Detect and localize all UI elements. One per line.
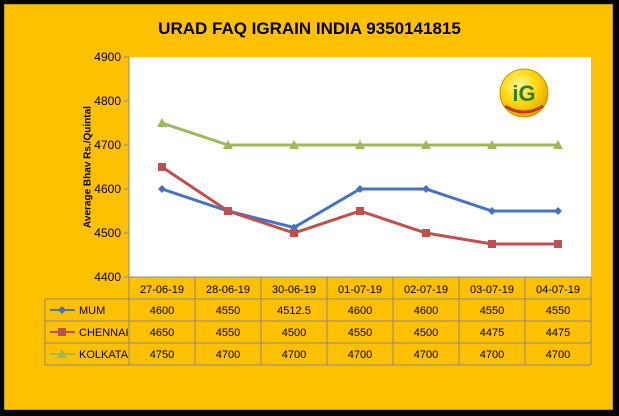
y-tick-label: 4400 bbox=[94, 270, 121, 284]
table-value-mum: 4512.5 bbox=[277, 305, 311, 317]
table-value-mum: 4600 bbox=[150, 305, 174, 317]
x-category-label: 02-07-19 bbox=[404, 284, 448, 296]
data-point-mum bbox=[158, 185, 166, 193]
y-tick-label: 4700 bbox=[94, 138, 121, 152]
data-point-chennai bbox=[554, 240, 562, 248]
y-tick-label: 4900 bbox=[94, 50, 121, 64]
data-point-chennai bbox=[224, 207, 232, 215]
table-value-chennai: 4475 bbox=[480, 327, 504, 339]
data-point-mum bbox=[554, 207, 562, 215]
legend-marker-chennai bbox=[58, 328, 66, 336]
table-value-chennai: 4650 bbox=[150, 327, 174, 339]
data-point-chennai bbox=[290, 229, 298, 237]
legend-marker-mum bbox=[58, 306, 66, 314]
x-category-label: 30-06-19 bbox=[272, 284, 316, 296]
table-value-mum: 4550 bbox=[546, 305, 570, 317]
series-line-chennai bbox=[161, 165, 558, 246]
logo-lettering: iG bbox=[512, 81, 535, 106]
data-point-kolkata bbox=[157, 118, 167, 127]
data-point-chennai bbox=[158, 163, 166, 171]
x-category-label: 03-07-19 bbox=[470, 284, 514, 296]
data-point-kolkata bbox=[355, 140, 365, 149]
data-point-kolkata bbox=[223, 140, 233, 149]
legend-label-mum: MUM bbox=[79, 305, 105, 317]
table-value-kolkata: 4700 bbox=[546, 349, 570, 361]
data-point-mum bbox=[488, 207, 496, 215]
data-point-mum bbox=[422, 185, 430, 193]
y-tick-label: 4800 bbox=[94, 94, 121, 108]
table-value-mum: 4600 bbox=[414, 305, 438, 317]
table-value-chennai: 4550 bbox=[216, 327, 240, 339]
data-point-chennai bbox=[356, 207, 364, 215]
legend-label-chennai: CHENNAI bbox=[79, 327, 129, 339]
data-point-kolkata bbox=[421, 140, 431, 149]
igrain-logo: iG bbox=[499, 68, 549, 118]
table-value-mum: 4600 bbox=[348, 305, 372, 317]
x-category-label: 27-06-19 bbox=[140, 284, 184, 296]
data-point-mum bbox=[356, 185, 364, 193]
table-value-chennai: 4500 bbox=[414, 327, 438, 339]
x-category-label: 04-07-19 bbox=[536, 284, 580, 296]
table-value-kolkata: 4700 bbox=[414, 349, 438, 361]
legend-label-kolkata: KOLKATA bbox=[79, 349, 129, 361]
table-value-kolkata: 4700 bbox=[348, 349, 372, 361]
data-point-chennai bbox=[422, 229, 430, 237]
table-value-kolkata: 4700 bbox=[216, 349, 240, 361]
table-value-chennai: 4475 bbox=[546, 327, 570, 339]
data-point-kolkata bbox=[553, 140, 563, 149]
table-value-kolkata: 4700 bbox=[480, 349, 504, 361]
data-point-kolkata bbox=[289, 140, 299, 149]
table-value-chennai: 4500 bbox=[282, 327, 306, 339]
y-tick-label: 4600 bbox=[94, 182, 121, 196]
table-value-chennai: 4550 bbox=[348, 327, 372, 339]
x-category-label: 28-06-19 bbox=[206, 284, 250, 296]
table-value-mum: 4550 bbox=[480, 305, 504, 317]
y-tick-label: 4500 bbox=[94, 226, 121, 240]
chart-title: URAD FAQ IGRAIN INDIA 9350141815 bbox=[158, 19, 461, 38]
table-value-kolkata: 4750 bbox=[150, 349, 174, 361]
data-point-chennai bbox=[488, 240, 496, 248]
table-value-kolkata: 4700 bbox=[282, 349, 306, 361]
legend-marker-kolkata bbox=[57, 349, 67, 358]
x-category-label: 01-07-19 bbox=[338, 284, 382, 296]
table-value-mum: 4550 bbox=[216, 305, 240, 317]
data-point-kolkata bbox=[487, 140, 497, 149]
